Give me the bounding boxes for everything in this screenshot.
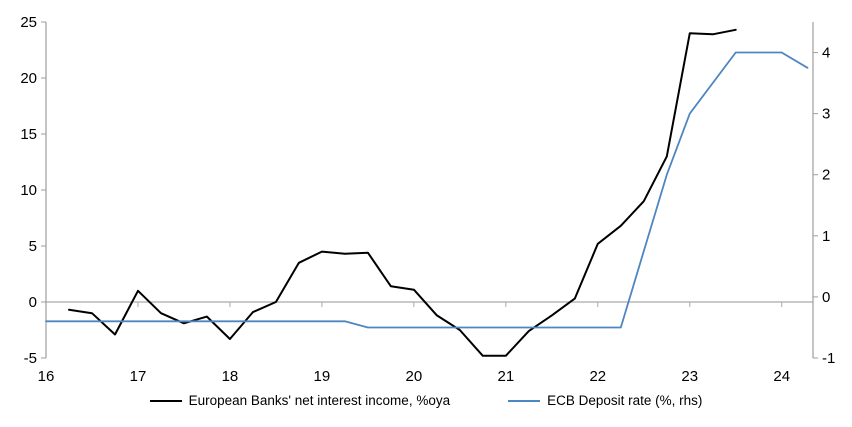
x-axis-tick-label: 19 [314, 368, 331, 385]
x-axis-tick-label: 24 [773, 368, 790, 385]
left-axis-tick-label: 20 [20, 70, 37, 87]
left-axis-tick-label: 0 [29, 294, 37, 311]
x-axis-tick-label: 22 [589, 368, 606, 385]
right-axis-tick-label: 1 [822, 228, 830, 245]
right-axis-tick-label: 3 [822, 106, 830, 123]
legend-swatch-black-line [149, 399, 182, 402]
left-axis-tick-label: 15 [20, 126, 37, 143]
legend: European Banks' net interest income, %oy… [0, 393, 852, 408]
x-axis-tick-label: 18 [222, 368, 239, 385]
series-line-net-interest-income [68, 28, 737, 357]
legend-swatch-blue-line [508, 399, 541, 402]
right-axis-tick-label: 0 [822, 289, 830, 306]
x-axis-tick-label: 21 [497, 368, 514, 385]
legend-label-net-interest-income: European Banks' net interest income, %oy… [188, 393, 451, 408]
series-line-ecb-deposit-rate [45, 51, 809, 329]
right-axis-tick-label: -1 [822, 350, 835, 367]
legend-item-ecb-deposit-rate: ECB Deposit rate (%, rhs) [508, 393, 702, 408]
legend-item-net-interest-income: European Banks' net interest income, %oy… [149, 393, 451, 408]
x-axis-tick-label: 16 [38, 368, 55, 385]
x-axis-tick-label: 23 [681, 368, 698, 385]
left-axis-tick-label: -5 [24, 350, 37, 367]
left-axis-tick-label: 5 [29, 238, 37, 255]
left-axis-tick-label: 10 [20, 182, 37, 199]
right-axis-tick-label: 2 [822, 167, 830, 184]
x-axis-tick-label: 17 [130, 368, 147, 385]
x-axis-tick-label: 20 [406, 368, 423, 385]
left-axis-tick-label: 25 [20, 14, 37, 31]
legend-label-ecb-deposit-rate: ECB Deposit rate (%, rhs) [547, 393, 703, 408]
right-axis-tick-label: 4 [822, 45, 830, 62]
